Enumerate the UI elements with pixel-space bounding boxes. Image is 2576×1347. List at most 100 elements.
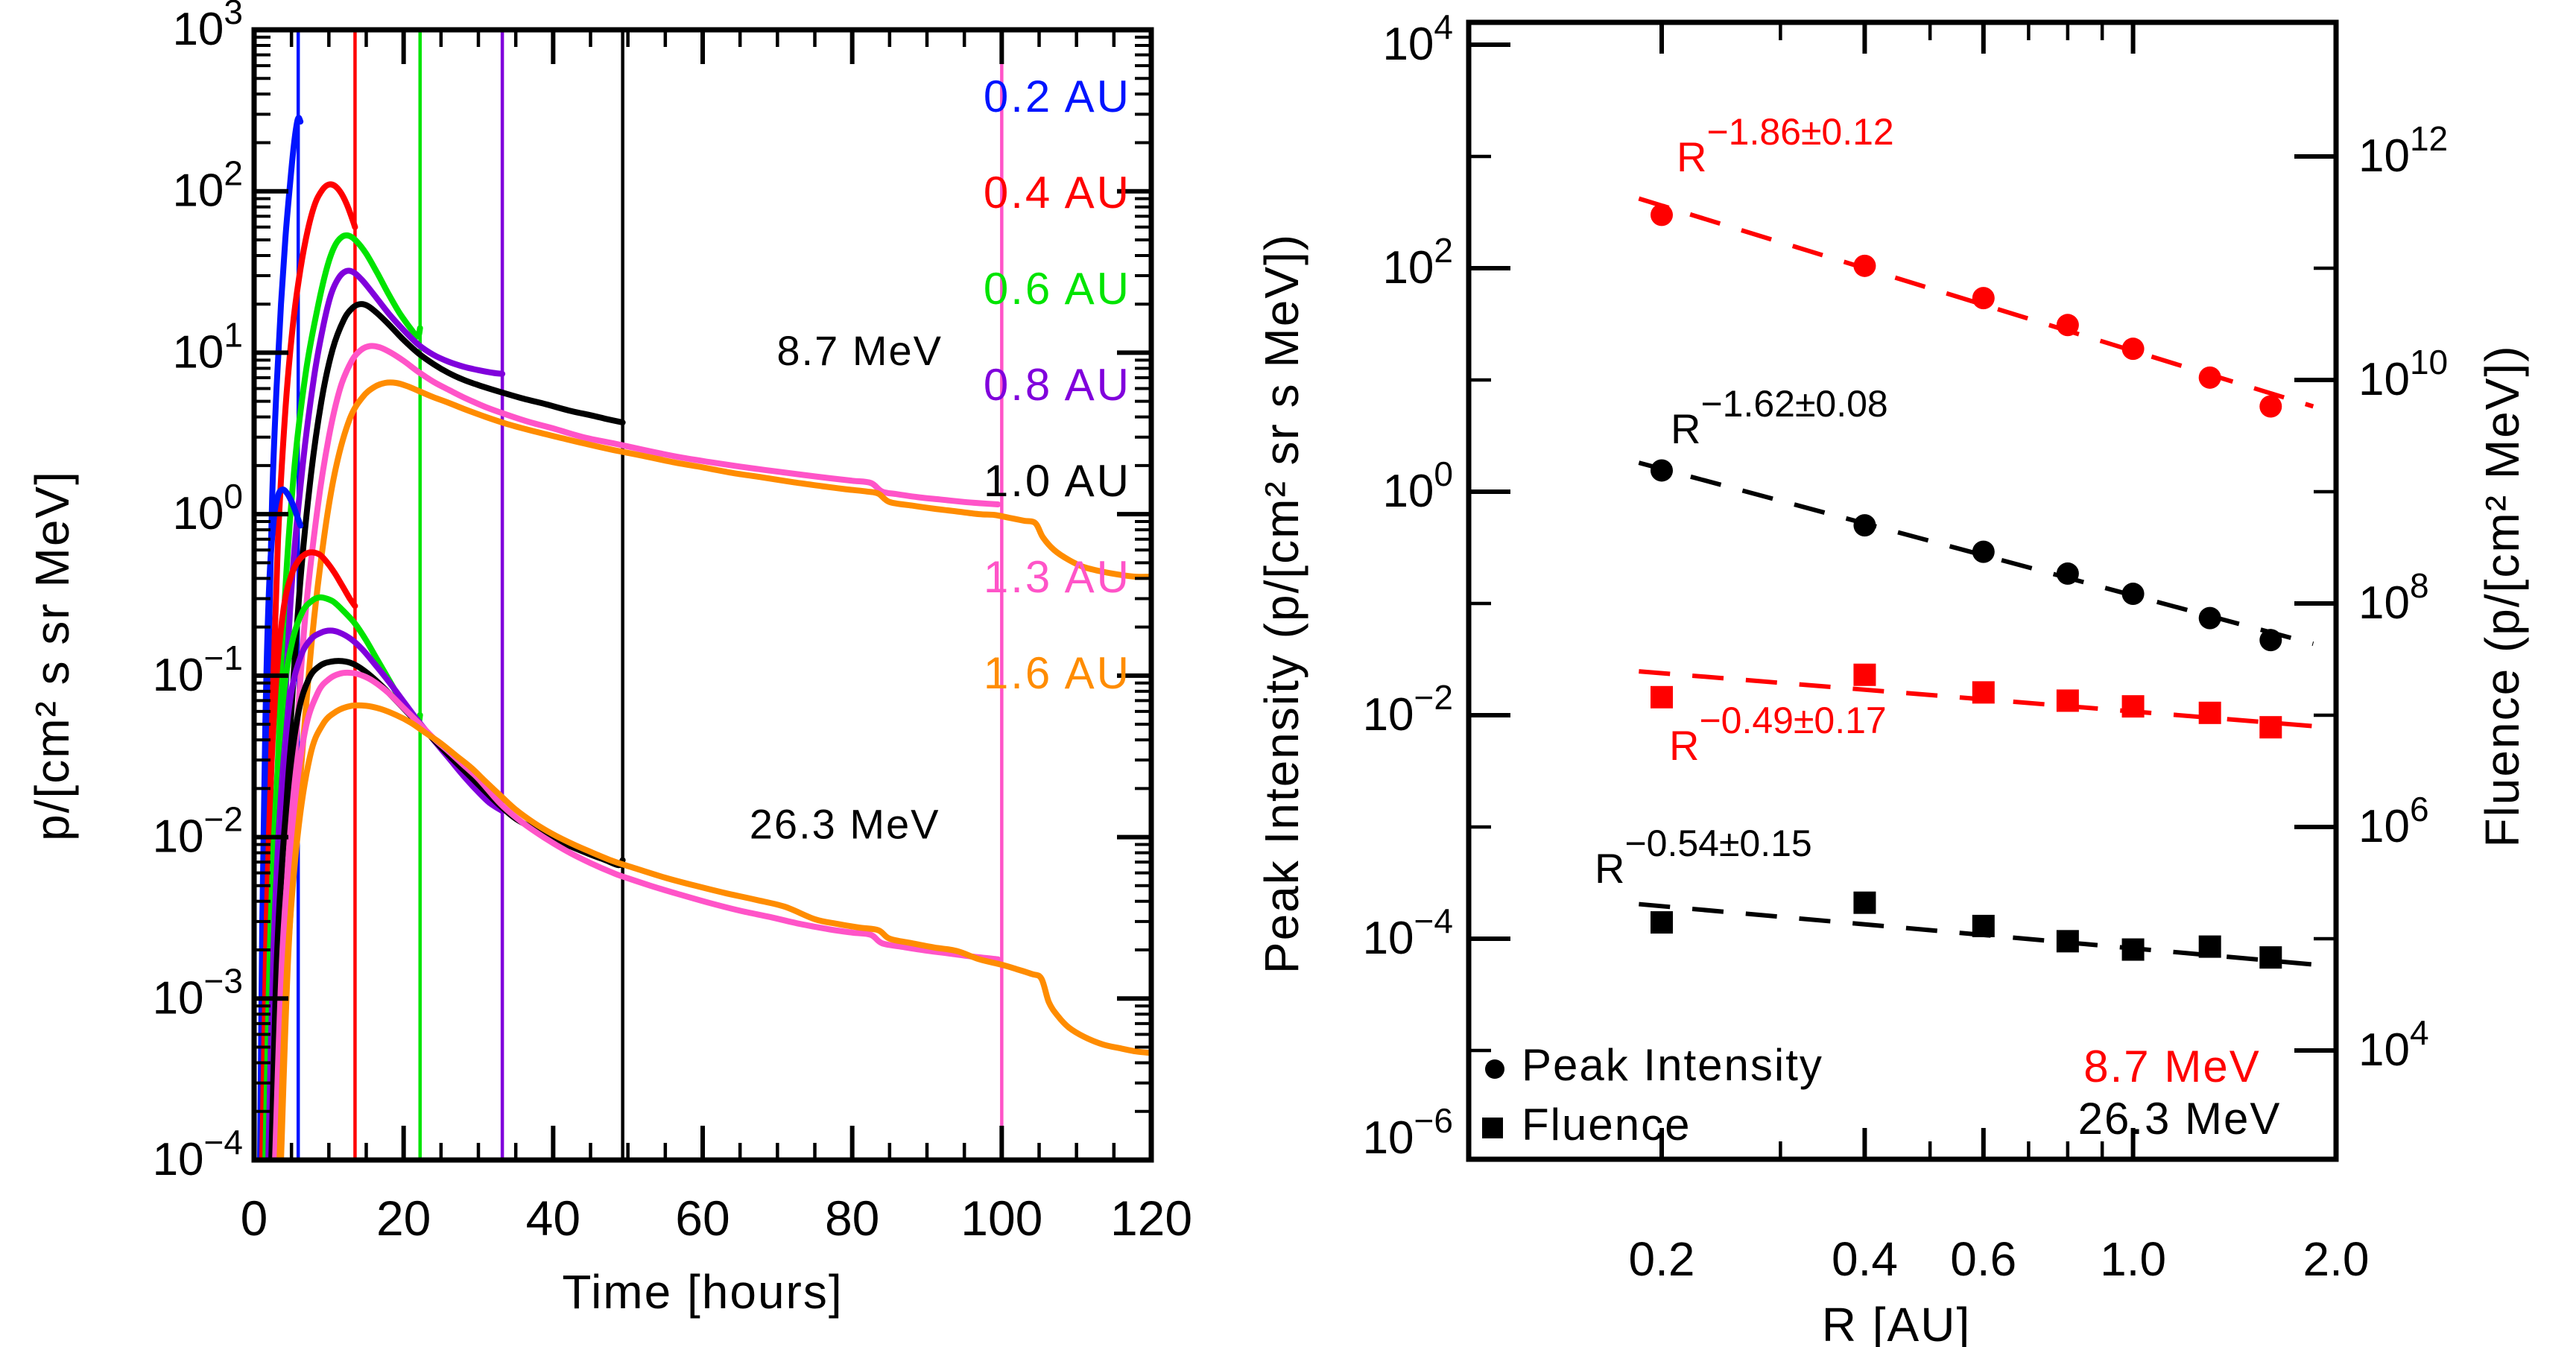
- y-tick-label: 10−3: [153, 961, 243, 1024]
- energy-label-8-7: 8.7 MeV: [2083, 1042, 2260, 1091]
- point-Fluence-8-7-MeV: [1972, 681, 1995, 704]
- point-Peak-Intensity-26-3-MeV: [2056, 562, 2079, 585]
- left-y-ticks: [254, 28, 1151, 1162]
- x-tick-label: 20: [376, 1191, 431, 1246]
- point-Peak-Intensity-8-7-MeV: [2121, 337, 2145, 361]
- curve-26-3-MeV-1-0-AU: [268, 658, 626, 1160]
- point-Peak-Intensity-8-7-MeV: [2198, 366, 2221, 389]
- point-Peak-Intensity-8-7-MeV: [1651, 203, 1673, 226]
- x-tick-label: 40: [526, 1191, 580, 1246]
- curve-26-3-MeV-1-3-AU: [272, 669, 1001, 1160]
- right-y-ticks: [1469, 42, 2336, 1053]
- fit-label-0: R−1.86±0.12: [1677, 111, 1894, 180]
- point-Fluence-8-7-MeV: [2056, 689, 2079, 712]
- legend-square-marker: [1482, 1118, 1503, 1138]
- point-Fluence-26-3-MeV: [1853, 891, 1876, 914]
- point-Peak-Intensity-26-3-MeV: [1651, 459, 1673, 482]
- energy-annotation-0: 8.7 MeV: [776, 327, 943, 374]
- right-yaxis-right-title: Fluence (p/[cm² MeV]): [2475, 344, 2529, 847]
- y-tick-label: 101: [172, 315, 243, 378]
- legend-circle-marker: [1485, 1059, 1504, 1079]
- point-Peak-Intensity-26-3-MeV: [1853, 514, 1876, 537]
- point-Peak-Intensity-26-3-MeV: [2259, 629, 2282, 652]
- point-Peak-Intensity-8-7-MeV: [1972, 287, 1995, 310]
- point-Fluence-26-3-MeV: [1651, 911, 1673, 934]
- curve-26-3-MeV-0-4-AU: [259, 549, 358, 1160]
- x-tick-label: 60: [675, 1191, 730, 1246]
- legend-item-0.6AU: 0.6 AU: [984, 264, 1131, 314]
- point-Peak-Intensity-26-3-MeV: [1972, 540, 1995, 563]
- fit-label-2: R−0.49±0.17: [1669, 700, 1887, 769]
- right-yaxis-left-title: Peak Intensity (p/[cm² sr s MeV]): [1255, 233, 1308, 974]
- fit-label-1: R−1.62±0.08: [1671, 383, 1888, 452]
- left-xaxis-title: Time [hours]: [562, 1265, 843, 1319]
- legend-label-fluence: Fluence: [1522, 1100, 1691, 1150]
- r-yleft-tick-label: 100: [1382, 454, 1453, 517]
- legend-item-1.0AU: 1.0 AU: [984, 456, 1131, 506]
- r-x-tick-label: 1.0: [2100, 1232, 2166, 1286]
- left-yaxis-title: p/[cm² s sr MeV]: [25, 470, 79, 841]
- point-Fluence-8-7-MeV: [2259, 716, 2282, 739]
- point-Fluence-26-3-MeV: [2198, 935, 2221, 958]
- fit-annotations: R−1.86±0.12 R−1.62±0.08 R−0.49±0.17 R−0.54±…: [1595, 111, 1894, 892]
- point-Fluence-26-3-MeV: [2121, 938, 2145, 961]
- r-x-tick-label: 2.0: [2303, 1232, 2370, 1286]
- y-tick-label: 10−1: [153, 638, 243, 701]
- point-Fluence-8-7-MeV: [2198, 701, 2221, 724]
- legend-item-0.8AU: 0.8 AU: [984, 360, 1131, 410]
- legend-item-0.4AU: 0.4 AU: [984, 168, 1131, 218]
- r-x-tick-label: 0.4: [1832, 1232, 1898, 1286]
- y-tick-label: 100: [172, 477, 243, 539]
- x-tick-label: 0: [241, 1191, 268, 1246]
- right-xaxis-title: R [AU]: [1822, 1298, 1971, 1347]
- r-yleft-tick-label: 102: [1382, 231, 1453, 294]
- legend-item-0.2AU: 0.2 AU: [984, 72, 1131, 121]
- point-Peak-Intensity-26-3-MeV: [2198, 606, 2221, 630]
- curve-8-7-MeV-1-6-AU: [278, 379, 1151, 1160]
- r-yleft-tick-label: 10−4: [1363, 901, 1453, 964]
- curve-26-3-MeV-1-6-AU: [276, 702, 1151, 1160]
- r-yleft-tick-label: 10−2: [1363, 678, 1453, 741]
- point-Fluence-26-3-MeV: [2056, 930, 2079, 953]
- r-x-tick-label: 0.2: [1629, 1232, 1695, 1286]
- y-tick-label: 10−4: [153, 1123, 243, 1185]
- point-Fluence-8-7-MeV: [1853, 663, 1876, 686]
- r-yright-tick-label: 108: [2358, 566, 2429, 629]
- point-Peak-Intensity-26-3-MeV: [2121, 583, 2145, 606]
- point-Fluence-8-7-MeV: [1651, 685, 1673, 709]
- legend-item-1.3AU: 1.3 AU: [984, 552, 1131, 602]
- shock-lines: [296, 30, 1004, 1160]
- left-axis-labels: 0 20 40 60 80 100 120 103 102 101 100 10−1 10−2 10−3 1…: [25, 0, 1192, 1319]
- point-Peak-Intensity-8-7-MeV: [2056, 314, 2079, 337]
- r-yleft-tick-label: 104: [1382, 7, 1453, 70]
- r-yright-tick-label: 106: [2358, 790, 2429, 852]
- point-Fluence-26-3-MeV: [2259, 946, 2282, 969]
- energy-annotation-1: 26.3 MeV: [750, 800, 940, 847]
- energy-label-26-3: 26.3 MeV: [2078, 1094, 2282, 1144]
- r-yright-tick-label: 1010: [2358, 343, 2448, 405]
- right-plot-frame: [1466, 19, 2339, 1162]
- y-tick-label: 10−2: [153, 800, 243, 863]
- r-x-tick-label: 0.6: [1950, 1232, 2016, 1286]
- point-Peak-Intensity-8-7-MeV: [1853, 254, 1876, 277]
- curve-8-7-MeV-1-3-AU: [273, 343, 1001, 1160]
- right-x-ticks: [1659, 22, 2338, 1159]
- r-yright-tick-label: 1012: [2358, 119, 2448, 182]
- x-tick-label: 120: [1110, 1191, 1192, 1246]
- au-legend: 0.2 AU 0.4 AU 0.6 AU 0.8 AU 1.0 AU 1.3 AU 1.6 …: [984, 72, 1131, 698]
- x-tick-label: 80: [825, 1191, 879, 1246]
- legend-item-1.6AU: 1.6 AU: [984, 648, 1131, 698]
- point-Fluence-26-3-MeV: [1972, 914, 1995, 937]
- y-tick-label: 103: [172, 0, 243, 55]
- radial-dependence-panel: 0.2 0.4 0.6 1.0 2.0 104 102 100 10−2 10−4 10−6 1012…: [1255, 7, 2529, 1347]
- x-tick-label: 100: [961, 1191, 1042, 1246]
- point-Fluence-8-7-MeV: [2121, 695, 2145, 718]
- r-yleft-tick-label: 10−6: [1363, 1101, 1453, 1164]
- intensity-curves: [257, 115, 1151, 1160]
- curve-26-3-MeV-0-2-AU: [257, 486, 304, 1160]
- legend-label-peak-intensity: Peak Intensity: [1522, 1040, 1823, 1090]
- data-points: [1651, 203, 2282, 969]
